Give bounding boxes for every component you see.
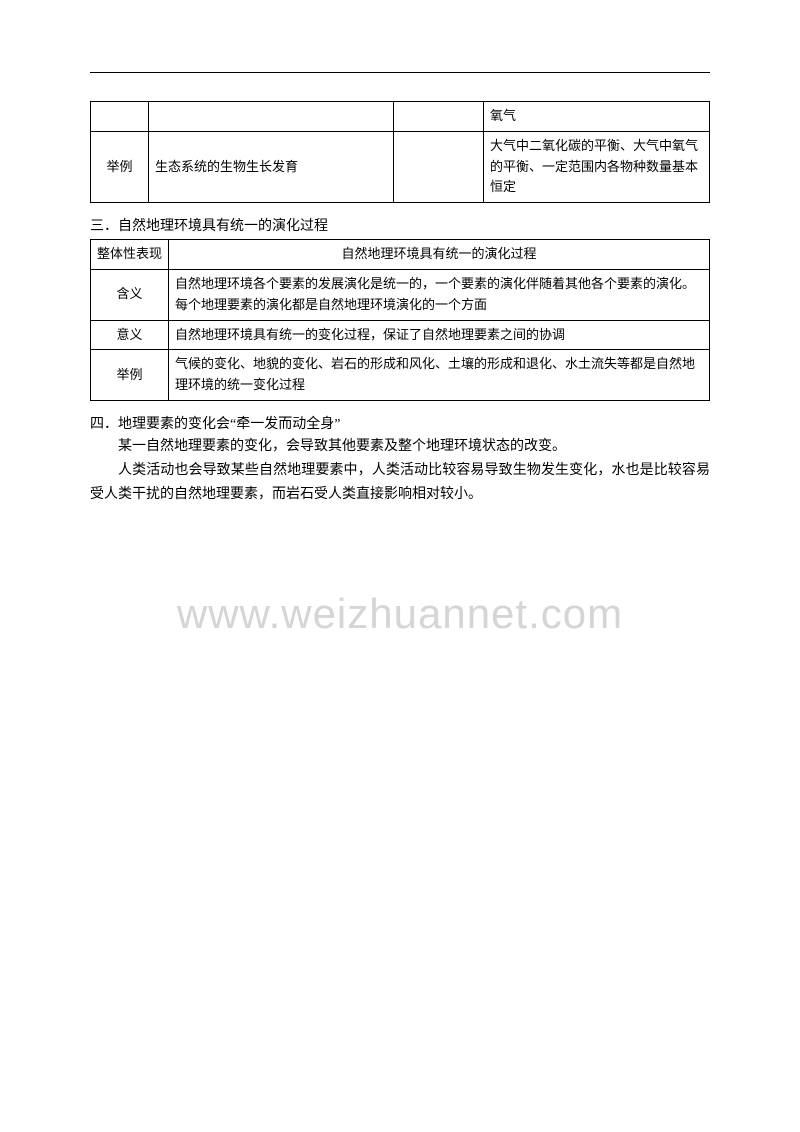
cell-label: 举例 [91,350,169,401]
section4-p1: 某一自然地理要素的变化，会导致其他要素及整个地理环境状态的改变。 [90,435,710,459]
cell: 气候的变化、地貌的变化、岩石的形成和风化、土壤的形成和退化、水土流失等都是自然地… [169,350,710,401]
cell-label: 含义 [91,269,169,320]
cell: 自然地理环境各个要素的发展演化是统一的，一个要素的演化伴随着其他各个要素的演化。… [169,269,710,320]
cell-header: 整体性表现 [91,240,169,270]
cell [91,102,149,132]
section4-heading: 四．地理要素的变化会“牵一发而动全身” [90,413,710,433]
table-row: 整体性表现 自然地理环境具有统一的演化过程 [91,240,710,270]
cell [394,102,484,132]
cell: 生态系统的生物生长发育 [149,131,394,202]
table-row: 举例 气候的变化、地貌的变化、岩石的形成和风化、土壤的形成和退化、水土流失等都是… [91,350,710,401]
table-row: 含义 自然地理环境各个要素的发展演化是统一的，一个要素的演化伴随着其他各个要素的… [91,269,710,320]
cell-label: 举例 [91,131,149,202]
cell: 自然地理环境具有统一的变化过程，保证了自然地理要素之间的协调 [169,320,710,350]
table-evolution: 整体性表现 自然地理环境具有统一的演化过程 含义 自然地理环境各个要素的发展演化… [90,239,710,401]
document-page: 氧气 举例 生态系统的生物生长发育 大气中二氧化碳的平衡、大气中氧气的平衡、一定… [0,0,800,1132]
cell: 大气中二氧化碳的平衡、大气中氧气的平衡、一定范围内各物种数量基本恒定 [484,131,710,202]
cell [149,102,394,132]
section3-heading: 三．自然地理环境具有统一的演化过程 [90,215,710,235]
table-row: 氧气 [91,102,710,132]
table-row: 意义 自然地理环境具有统一的变化过程，保证了自然地理要素之间的协调 [91,320,710,350]
cell-label: 意义 [91,320,169,350]
table-row: 举例 生态系统的生物生长发育 大气中二氧化碳的平衡、大气中氧气的平衡、一定范围内… [91,131,710,202]
top-rule [90,72,710,73]
cell: 氧气 [484,102,710,132]
table-examples: 氧气 举例 生态系统的生物生长发育 大气中二氧化碳的平衡、大气中氧气的平衡、一定… [90,101,710,203]
cell-header: 自然地理环境具有统一的演化过程 [169,240,710,270]
section4-p2: 人类活动也会导致某些自然地理要素中，人类活动比较容易导致生物发生变化，水也是比较… [90,459,710,507]
cell [394,131,484,202]
